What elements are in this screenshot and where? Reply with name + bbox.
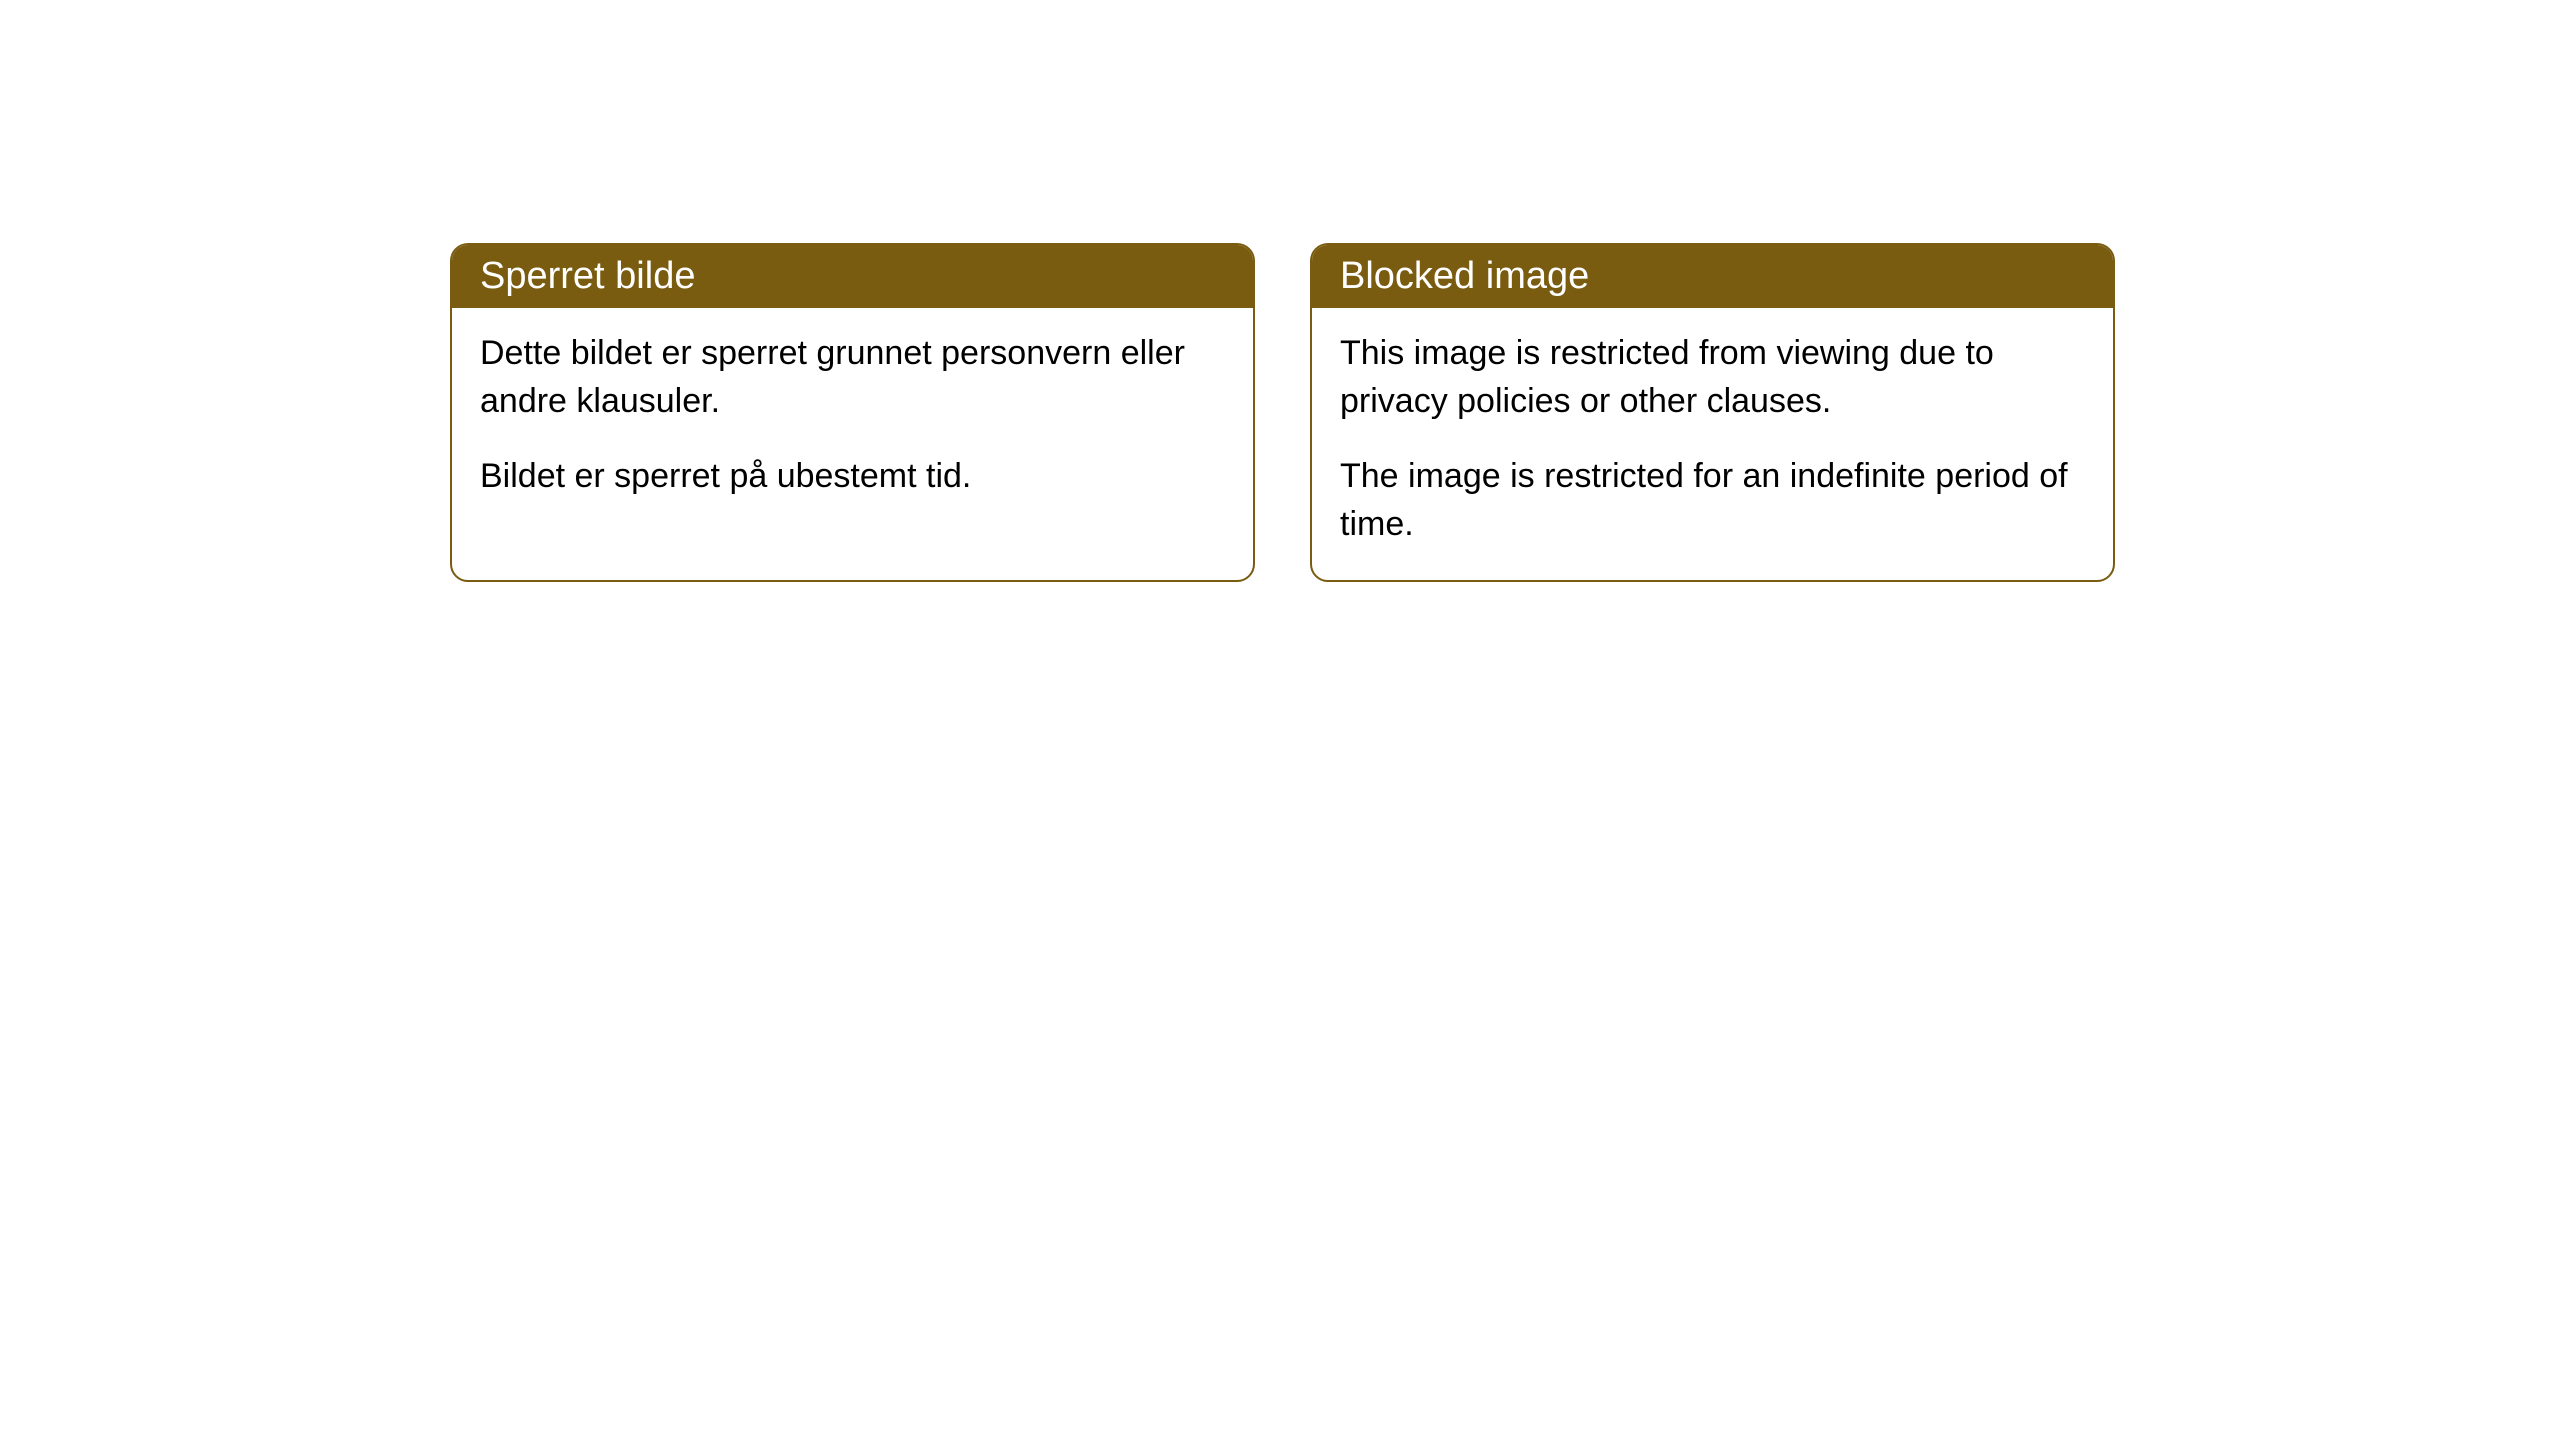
notice-cards-container: Sperret bilde Dette bildet er sperret gr… xyxy=(450,243,2115,582)
card-paragraph-1: Dette bildet er sperret grunnet personve… xyxy=(480,330,1225,425)
card-title: Blocked image xyxy=(1340,255,1589,297)
notice-card-english: Blocked image This image is restricted f… xyxy=(1310,243,2115,582)
card-paragraph-2: The image is restricted for an indefinit… xyxy=(1340,453,2085,548)
notice-card-norwegian: Sperret bilde Dette bildet er sperret gr… xyxy=(450,243,1255,582)
card-body-norwegian: Dette bildet er sperret grunnet personve… xyxy=(452,308,1253,533)
card-title: Sperret bilde xyxy=(480,255,695,297)
card-header-norwegian: Sperret bilde xyxy=(452,245,1253,308)
card-paragraph-1: This image is restricted from viewing du… xyxy=(1340,330,2085,425)
card-header-english: Blocked image xyxy=(1312,245,2113,308)
card-body-english: This image is restricted from viewing du… xyxy=(1312,308,2113,580)
card-paragraph-2: Bildet er sperret på ubestemt tid. xyxy=(480,453,1225,501)
